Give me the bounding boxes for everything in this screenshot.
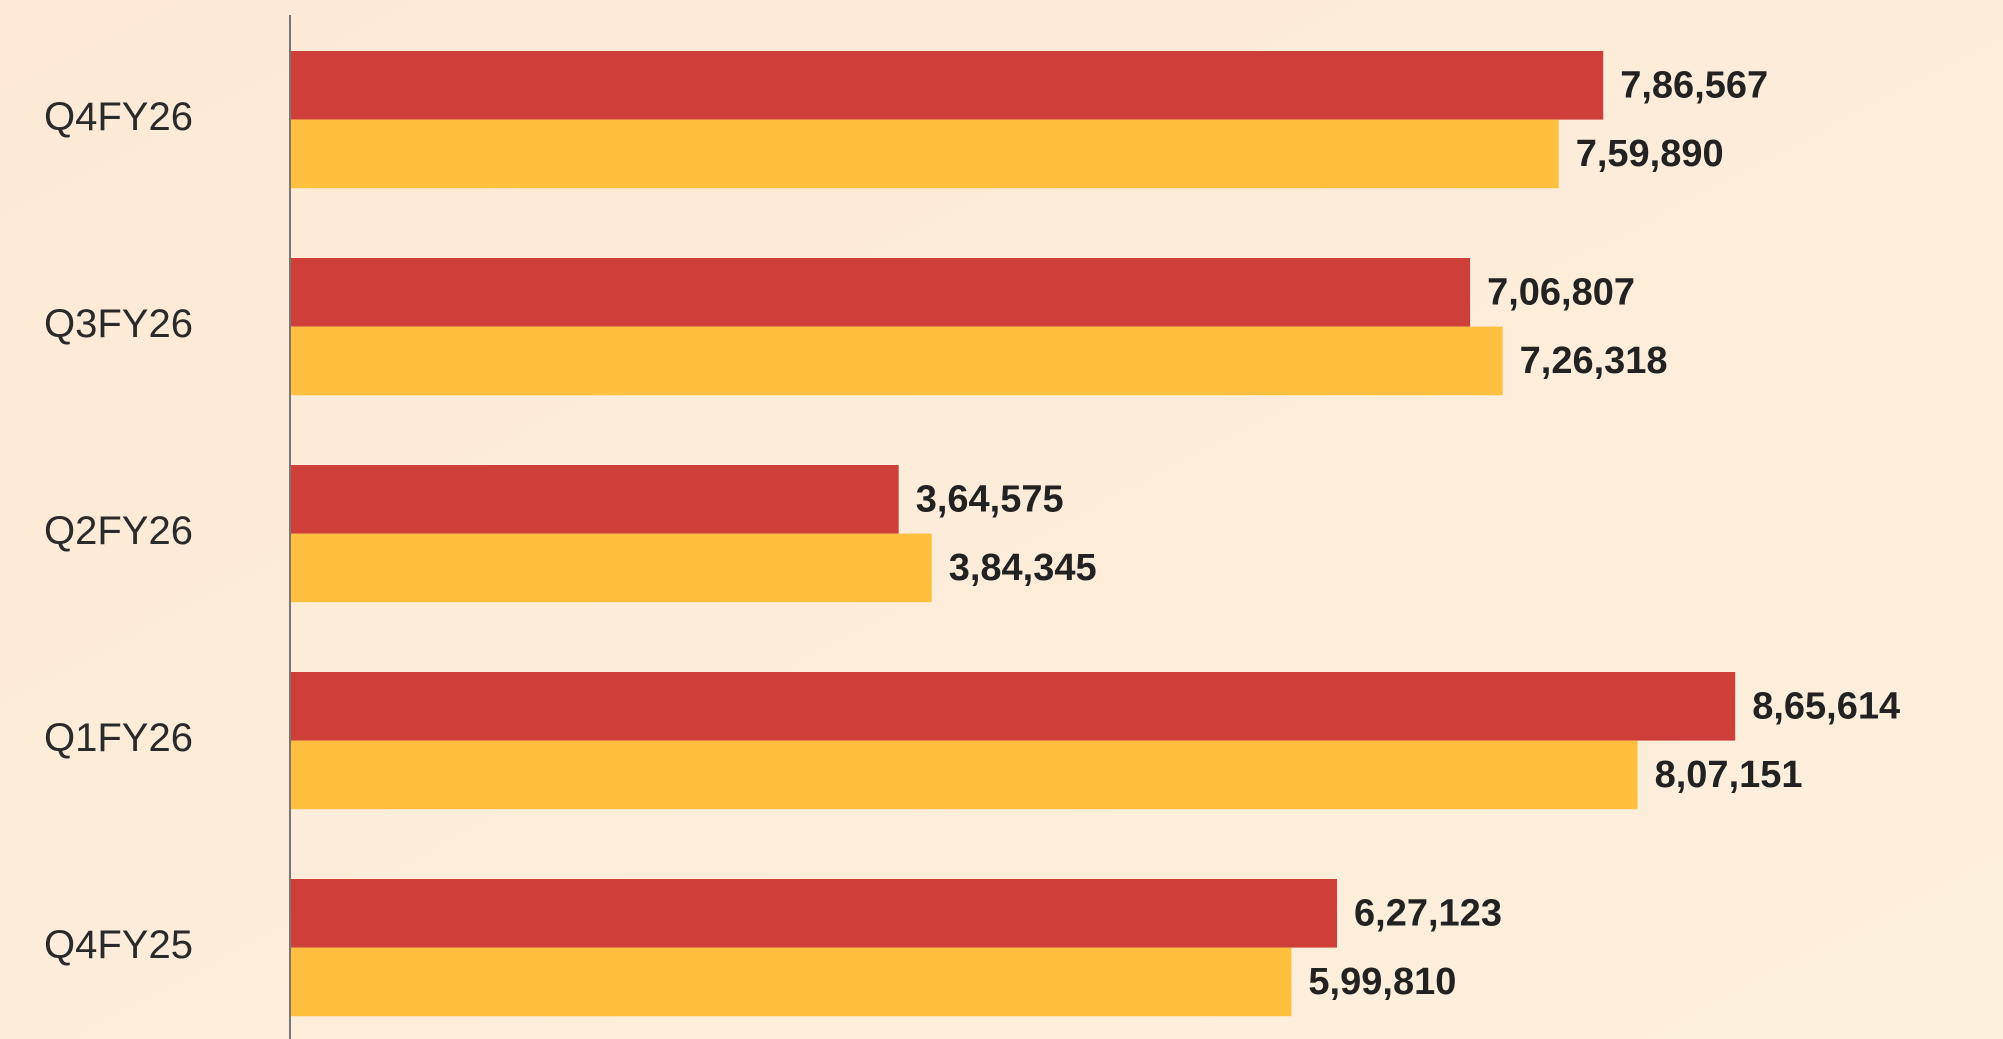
bar: [290, 879, 1338, 948]
value-label: 6,27,123: [1354, 892, 1502, 934]
value-label: 5,99,810: [1308, 961, 1456, 1003]
y-tick-label: Q2FY26: [44, 509, 193, 553]
value-label: 8,07,151: [1655, 754, 1803, 796]
bar: [290, 258, 1471, 327]
value-label: 8,65,614: [1752, 685, 1900, 727]
bar: [290, 51, 1604, 120]
y-tick-label: Q1FY26: [44, 716, 193, 760]
y-tick-label: Q4FY26: [44, 95, 193, 139]
y-tick-label: Q3FY26: [44, 302, 193, 346]
value-label: 3,84,345: [949, 547, 1097, 589]
value-label: 7,26,318: [1520, 340, 1668, 382]
bar: [290, 465, 899, 534]
bar: [290, 326, 1503, 396]
value-label: 7,59,890: [1576, 133, 1724, 175]
bar: [290, 740, 1638, 810]
bar: [290, 119, 1559, 189]
y-tick-label: Q4FY25: [44, 923, 193, 967]
value-label: 7,86,567: [1620, 64, 1768, 106]
bar: [290, 947, 1292, 1017]
value-label: 7,06,807: [1487, 271, 1635, 313]
bar: [290, 672, 1736, 741]
bar: [290, 533, 932, 603]
value-label: 3,64,575: [916, 478, 1064, 520]
